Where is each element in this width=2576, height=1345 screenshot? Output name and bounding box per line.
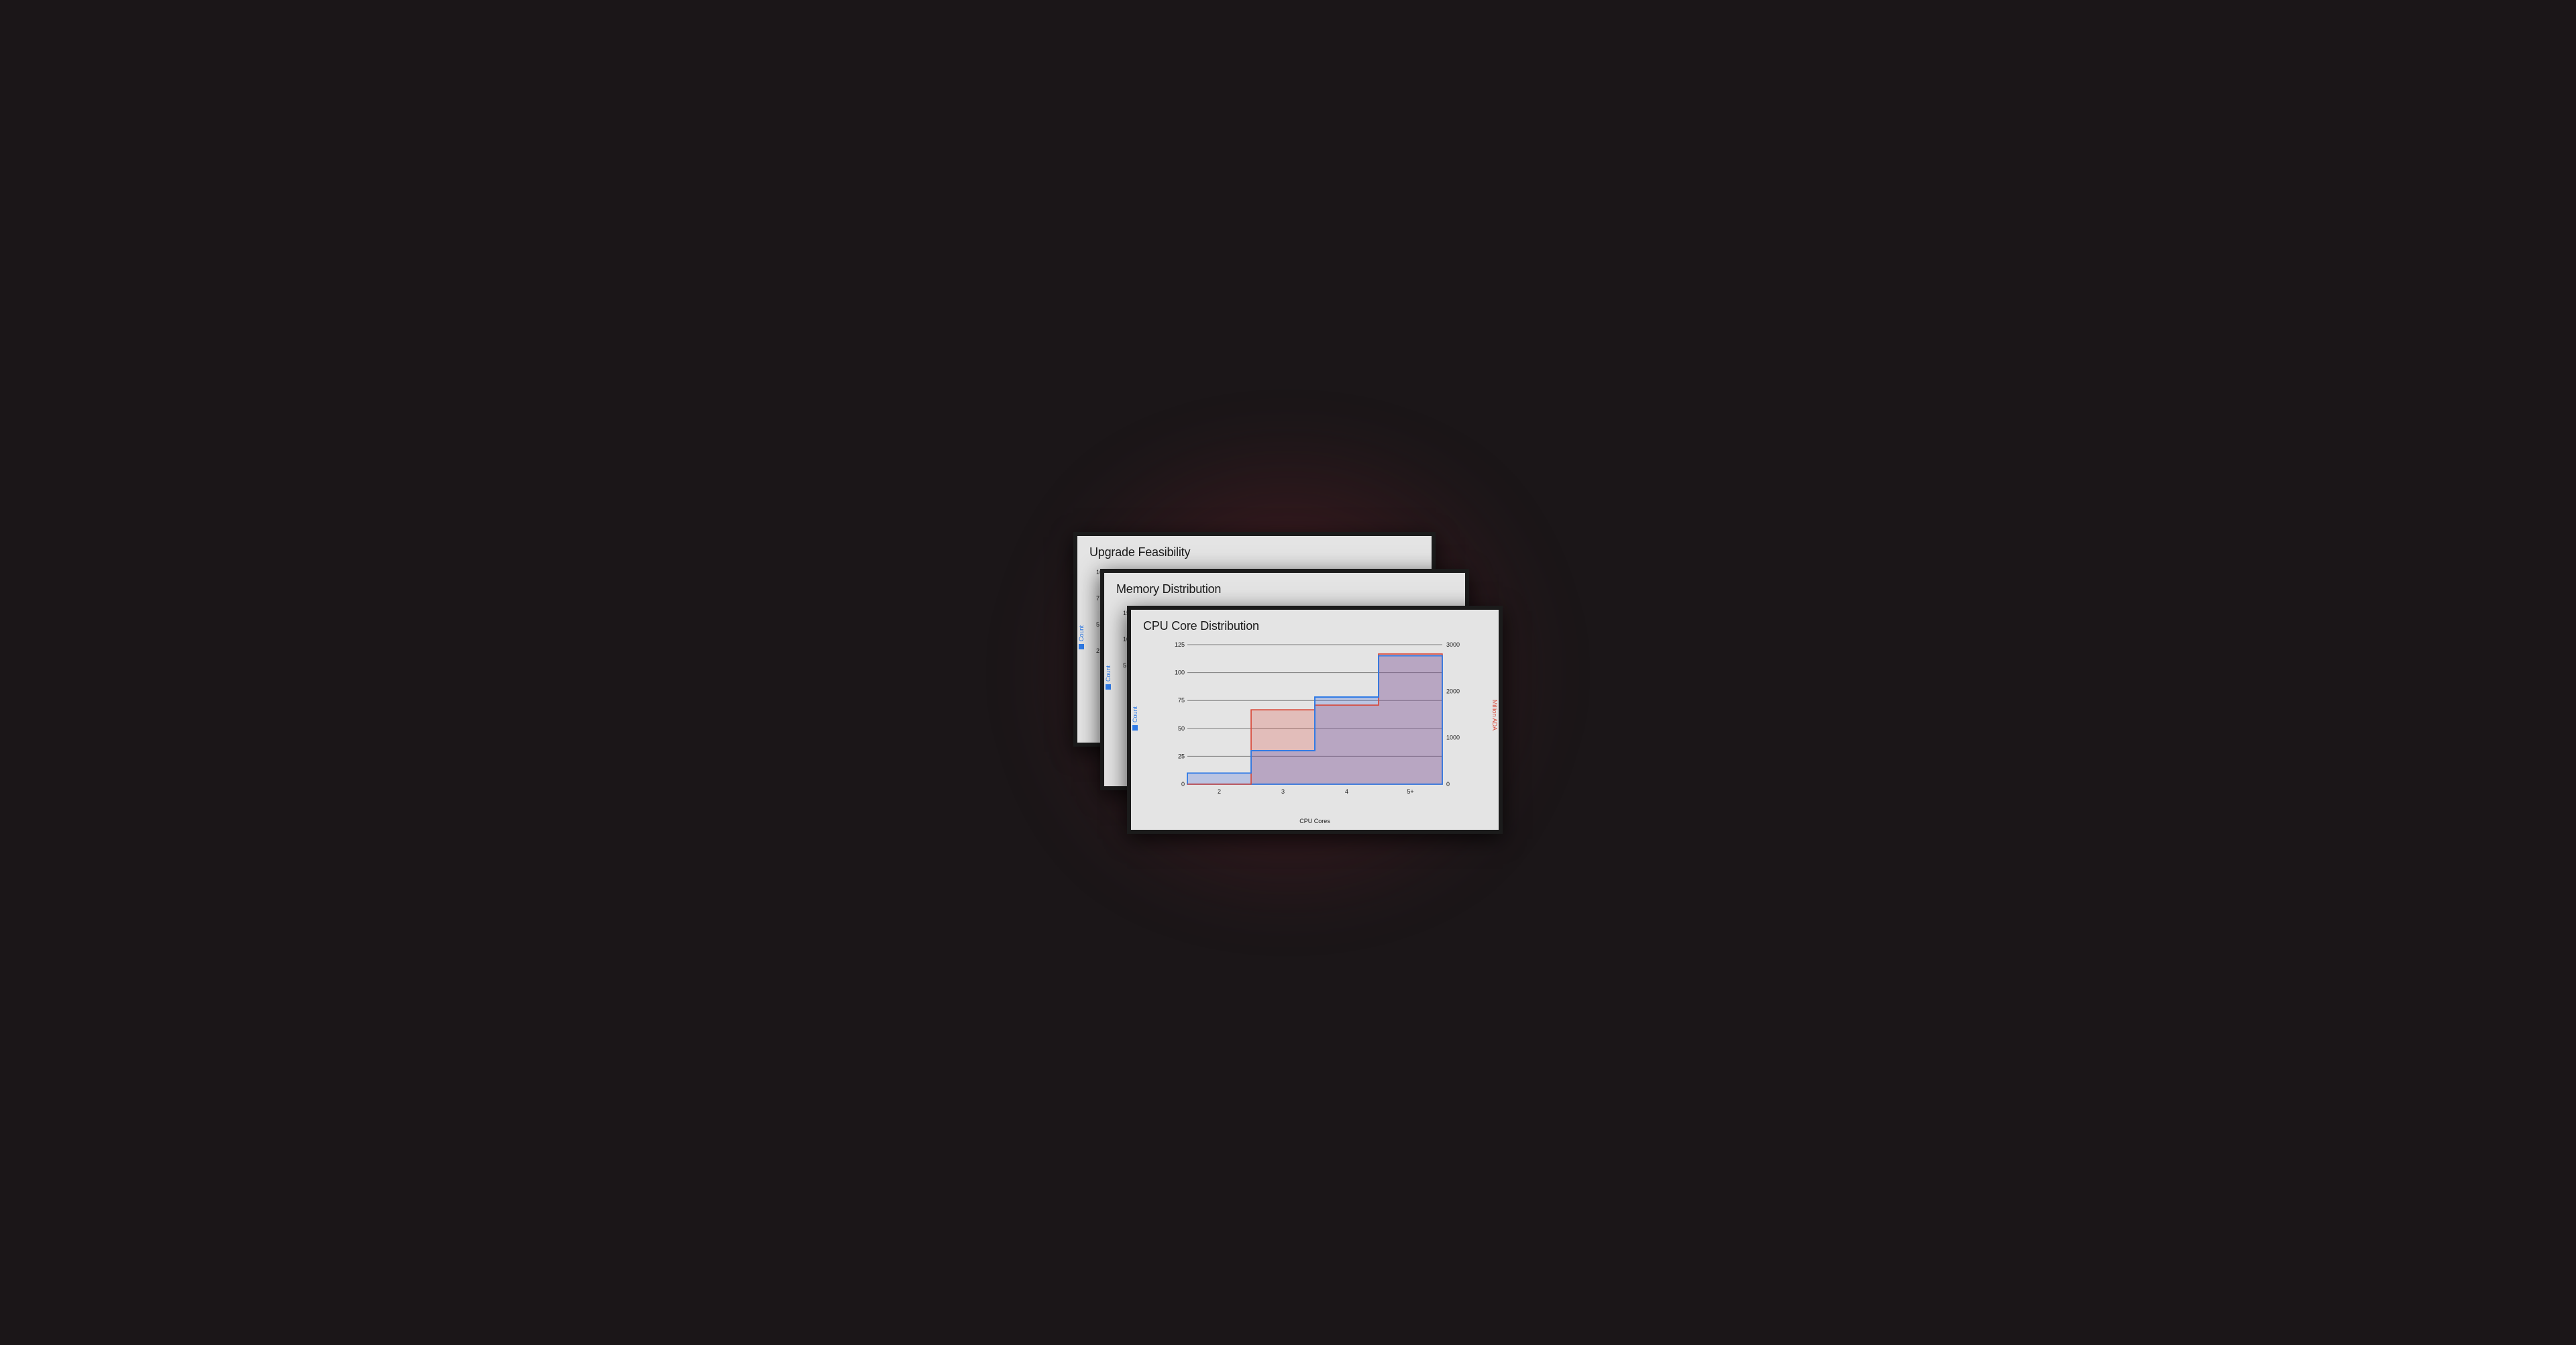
card-title: Memory Distribution [1104, 573, 1465, 596]
svg-text:2: 2 [1218, 788, 1221, 795]
svg-text:0: 0 [1181, 781, 1185, 788]
legend-count: Count [1078, 625, 1085, 649]
svg-text:3000: 3000 [1446, 641, 1460, 648]
card-title: Upgrade Feasibility [1077, 536, 1432, 559]
svg-text:75: 75 [1178, 697, 1185, 704]
svg-text:25: 25 [1178, 753, 1185, 759]
legend-swatch [1106, 684, 1111, 690]
svg-text:0: 0 [1446, 781, 1450, 788]
legend-million-ada: Million ADA [1491, 697, 1498, 731]
legend-swatch [1079, 644, 1084, 649]
svg-text:125: 125 [1175, 641, 1185, 648]
chart-area: 0 25 50 75 100 125 0 1000 2000 3000 2 3 4 5+ [1169, 639, 1465, 803]
svg-text:4: 4 [1345, 788, 1348, 795]
svg-text:5+: 5+ [1407, 788, 1413, 795]
legend-count: Count [1105, 665, 1112, 690]
card-cpu-core-distribution: CPU Core Distribution Count Million ADA … [1127, 606, 1503, 834]
x-axis-label: CPU Cores [1131, 818, 1499, 824]
card-title: CPU Core Distribution [1131, 610, 1499, 633]
svg-text:50: 50 [1178, 724, 1185, 731]
svg-text:3: 3 [1281, 788, 1285, 795]
card-stack: Upgrade Feasibility 10 7 5 2 Count Memor… [1073, 532, 1503, 814]
legend-swatch [1132, 725, 1138, 731]
legend-count: Count [1132, 706, 1138, 731]
svg-text:100: 100 [1175, 669, 1185, 676]
svg-text:1000: 1000 [1446, 734, 1460, 741]
stage: Upgrade Feasibility 10 7 5 2 Count Memor… [0, 0, 2576, 1345]
cpu-core-chart-svg: 0 25 50 75 100 125 0 1000 2000 3000 2 3 4 5+ [1169, 639, 1465, 803]
svg-text:2000: 2000 [1446, 688, 1460, 694]
